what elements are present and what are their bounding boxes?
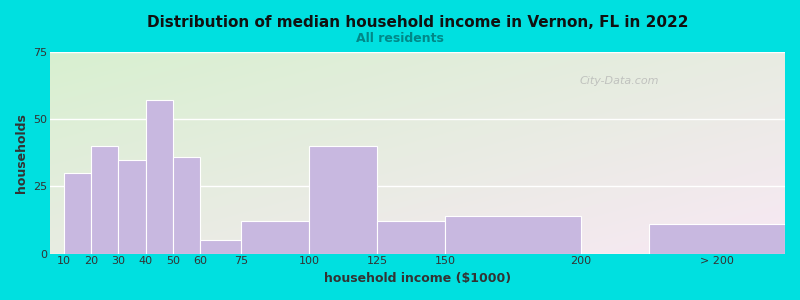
Bar — [91, 146, 118, 254]
Bar — [146, 100, 173, 254]
Bar — [173, 157, 200, 254]
X-axis label: household income ($1000): household income ($1000) — [324, 272, 511, 285]
Bar — [241, 221, 309, 254]
Title: Distribution of median household income in Vernon, FL in 2022: Distribution of median household income … — [147, 15, 689, 30]
Y-axis label: households: households — [15, 113, 28, 193]
Bar — [309, 146, 377, 254]
Bar — [649, 224, 785, 254]
Text: All residents: All residents — [356, 32, 444, 44]
Bar — [118, 160, 146, 254]
Bar — [445, 216, 581, 254]
Bar — [200, 240, 241, 254]
Bar — [64, 173, 91, 254]
Bar — [377, 221, 445, 254]
Text: City-Data.com: City-Data.com — [579, 76, 659, 86]
